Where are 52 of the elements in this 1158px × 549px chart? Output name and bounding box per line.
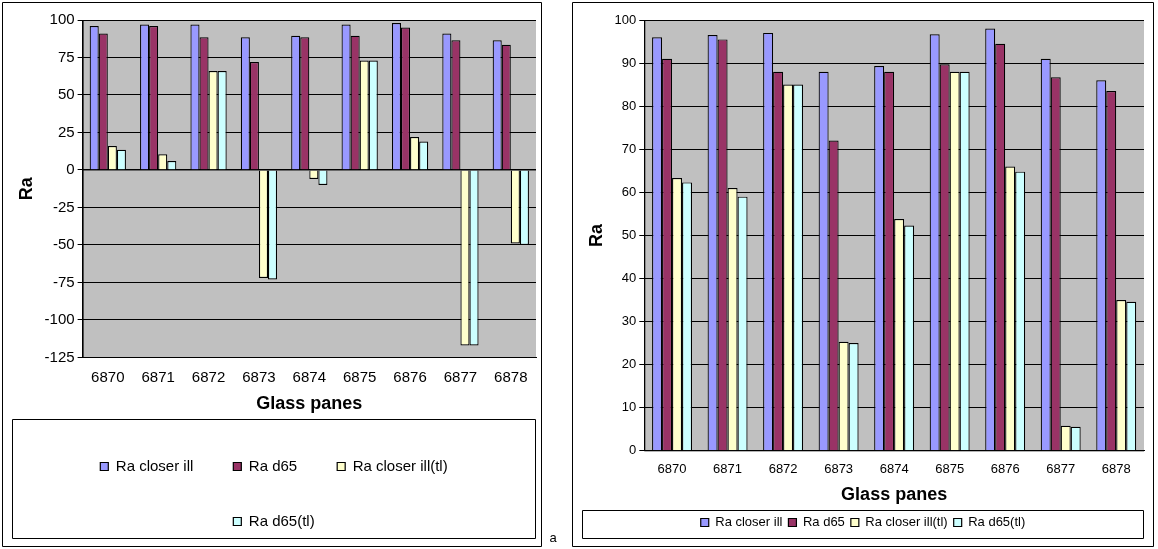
x-tick-label: 6877 <box>1046 461 1076 477</box>
x-tick-label: 6871 <box>713 461 743 477</box>
legend-label: Ra d65 <box>802 514 845 530</box>
y-tick-label: 10 <box>621 399 637 415</box>
y-axis-title: Ra <box>15 176 36 201</box>
x-tick-label: 6871 <box>141 367 175 385</box>
x-tick-label: 6875 <box>935 461 965 477</box>
x-tick-label: 6874 <box>292 367 326 385</box>
y-tick-label: 100 <box>49 10 75 28</box>
y-tick-label: 70 <box>621 140 637 156</box>
x-tick-label: 6870 <box>657 461 687 477</box>
y-tick-label: 0 <box>66 160 75 178</box>
y-tick-label: 75 <box>57 47 75 65</box>
y-tick-label: -100 <box>44 310 75 328</box>
y-tick-label: 100 <box>614 11 637 27</box>
y-tick-label: 50 <box>57 85 75 103</box>
x-tick-label: 6872 <box>768 461 798 477</box>
y-tick-label: 20 <box>621 356 637 372</box>
legend-label: Ra closer ill(tl) <box>352 456 448 474</box>
x-axis-title: Glass panes <box>841 484 948 505</box>
legend-label: Ra d65 <box>248 456 298 474</box>
x-tick-label: 6878 <box>494 367 528 385</box>
y-tick-label: 50 <box>621 226 637 242</box>
x-tick-label: 6874 <box>879 461 909 477</box>
legend-label: Ra d65(tl) <box>968 514 1026 530</box>
x-tick-label: 6872 <box>191 367 226 385</box>
y-tick-label: 0 <box>629 442 637 458</box>
x-axis-title: Glass panes <box>256 393 363 414</box>
x-tick-label: 6876 <box>393 367 427 385</box>
legend-label: Ra closer ill <box>715 514 783 530</box>
x-tick-label: 6873 <box>242 367 276 385</box>
x-tick-label: 6875 <box>343 367 377 385</box>
legend-label: Ra closer ill(tl) <box>865 514 948 530</box>
legend-label: Ra closer ill <box>115 456 194 474</box>
y-tick-label: 25 <box>57 122 75 140</box>
y-tick-label: -125 <box>44 347 75 365</box>
text: a <box>549 530 558 546</box>
x-tick-label: 6873 <box>824 461 854 477</box>
y-tick-label: 60 <box>621 183 637 199</box>
y-tick-label: 90 <box>621 54 637 70</box>
x-tick-label: 6877 <box>443 367 478 385</box>
x-tick-label: 6878 <box>1101 461 1131 477</box>
y-tick-label: -25 <box>52 197 75 215</box>
y-tick-label: -50 <box>52 235 75 253</box>
y-tick-label: 80 <box>621 97 637 113</box>
x-tick-label: 6876 <box>990 461 1020 477</box>
y-tick-label: -75 <box>52 272 75 290</box>
x-tick-label: 6870 <box>91 367 125 385</box>
y-axis-title: Ra <box>585 222 606 247</box>
y-tick-label: 30 <box>621 313 637 329</box>
legend-label: Ra d65(tl) <box>248 511 315 529</box>
y-tick-label: 40 <box>621 270 637 286</box>
